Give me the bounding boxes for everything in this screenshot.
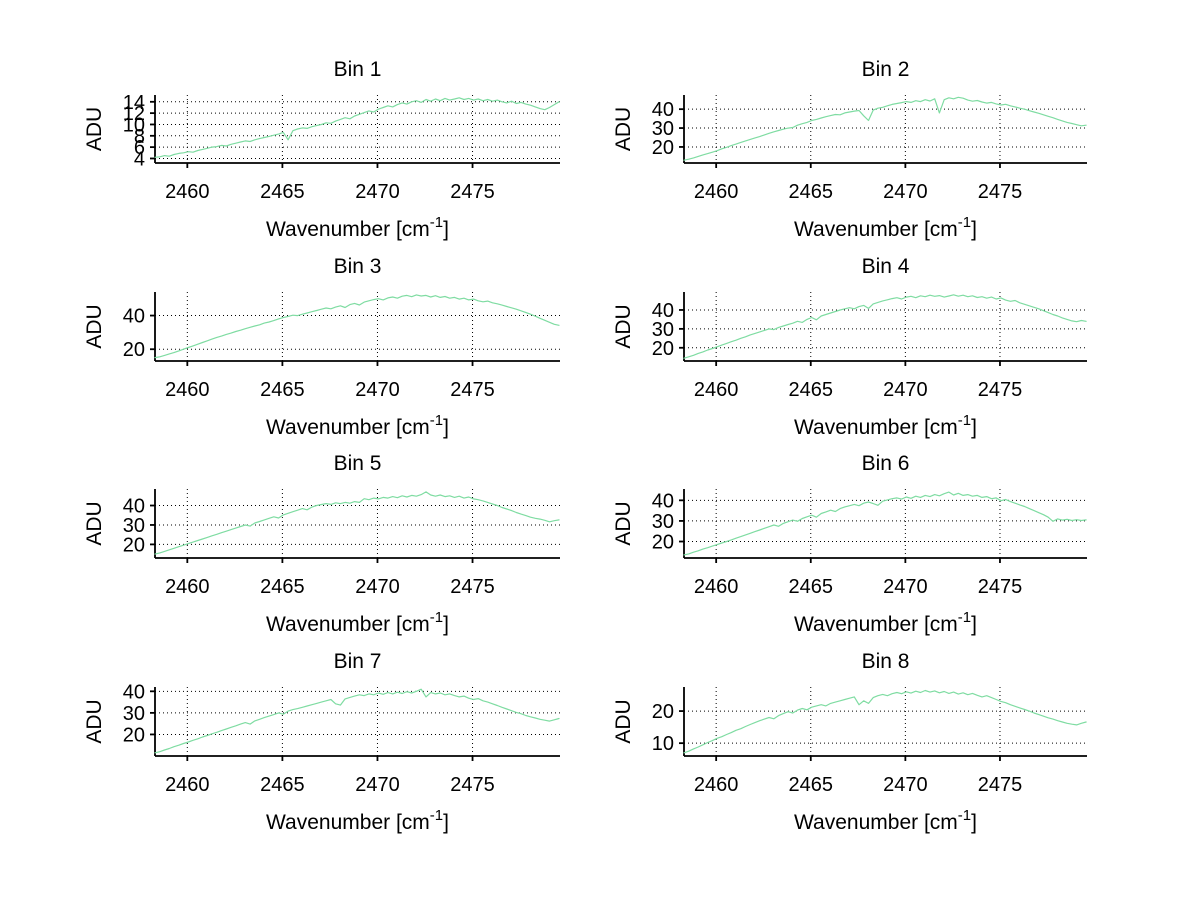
x-tick-label: 2465 [789,576,834,598]
y-tick-label: 14 [123,92,145,114]
x-tick-label: 2475 [978,774,1023,796]
x-tick-label: 2460 [165,181,210,203]
x-tick-label: 2470 [355,576,400,598]
y-tick-label: 30 [652,319,674,341]
y-axis-label: ADU [612,501,635,545]
y-tick-label: 6 [134,137,145,159]
subplot-title: Bin 7 [334,650,382,673]
x-axis-label: Wavenumber [cm-1] [794,609,977,636]
y-tick-label: 40 [652,300,674,322]
x-tick-label: 2465 [260,181,305,203]
y-tick-label: 20 [652,338,674,360]
y-axis-label: ADU [83,501,106,545]
y-tick-label: 20 [123,534,145,556]
x-axis-label: Wavenumber [cm-1] [794,214,977,241]
spectrum-trace [683,96,1087,161]
y-tick-label: 8 [134,126,145,148]
x-tick-label: 2460 [694,774,739,796]
y-tick-label: 30 [652,511,674,533]
x-tick-label: 2460 [694,181,739,203]
x-tick-label: 2475 [450,576,495,598]
y-tick-label: 20 [652,137,674,159]
spectrum-trace [154,491,560,555]
spectrum-trace [683,689,1087,754]
subplot-title: Bin 3 [334,255,382,278]
y-tick-label: 4 [134,148,145,170]
x-tick-label: 2470 [883,379,928,401]
subplot-title: Bin 1 [334,58,382,81]
x-axis-label: Wavenumber [cm-1] [794,412,977,439]
subplot-title: Bin 6 [862,452,910,475]
x-tick-label: 2475 [450,379,495,401]
x-tick-label: 2465 [260,774,305,796]
y-tick-label: 40 [123,306,145,328]
y-axis-label: ADU [83,304,106,348]
x-tick-label: 2460 [694,576,739,598]
x-axis-label: Wavenumber [cm-1] [266,214,449,241]
x-axis-label: Wavenumber [cm-1] [266,807,449,834]
y-tick-label: 20 [123,339,145,361]
x-tick-label: 2470 [883,774,928,796]
y-tick-label: 40 [652,490,674,512]
y-tick-label: 12 [123,103,145,125]
y-axis-label: ADU [83,699,106,743]
y-tick-label: 40 [652,99,674,121]
y-axis-label: ADU [612,107,635,151]
x-tick-label: 2475 [978,181,1023,203]
y-tick-label: 30 [123,515,145,537]
x-tick-label: 2460 [165,774,210,796]
y-tick-label: 20 [123,724,145,746]
x-tick-label: 2475 [978,576,1023,598]
x-tick-label: 2475 [450,181,495,203]
y-tick-label: 10 [652,733,674,755]
x-tick-label: 2465 [260,576,305,598]
y-tick-label: 40 [123,496,145,518]
y-tick-label: 10 [123,114,145,136]
y-axis-label: ADU [612,304,635,348]
spectrum-trace [683,294,1087,359]
x-tick-label: 2470 [883,576,928,598]
x-tick-label: 2470 [355,181,400,203]
subplot-title: Bin 8 [862,650,910,673]
spectrum-trace [154,688,560,754]
subplot-bin-3: Bin 3 20 40 2460 2465 2470 2475 ADU Wavenumber [… [83,255,560,439]
y-axis-label: ADU [612,699,635,743]
subplot-title: Bin 4 [862,255,910,278]
y-tick-label: 20 [652,701,674,723]
x-tick-label: 2475 [450,774,495,796]
x-tick-label: 2465 [789,181,834,203]
x-tick-label: 2460 [165,576,210,598]
x-axis-label: Wavenumber [cm-1] [266,609,449,636]
spectrum-trace [683,491,1087,556]
x-tick-label: 2465 [789,774,834,796]
x-axis-label: Wavenumber [cm-1] [794,807,977,834]
y-tick-label: 20 [652,532,674,554]
x-tick-label: 2470 [883,181,928,203]
x-tick-label: 2460 [694,379,739,401]
spectrum-trace [154,97,560,158]
y-tick-label: 30 [123,703,145,725]
subplot-title: Bin 5 [334,452,382,475]
spectrum-trace [154,294,560,359]
x-tick-label: 2460 [165,379,210,401]
x-axis-label: Wavenumber [cm-1] [266,412,449,439]
x-tick-label: 2465 [789,379,834,401]
subplot-title: Bin 2 [862,58,910,81]
y-tick-label: 30 [652,118,674,140]
subplot-bin-8: Bin 8 10 20 2460 2465 2470 2475 ADU Wavenumber [… [612,650,1087,834]
x-tick-label: 2475 [978,379,1023,401]
y-axis-label: ADU [83,107,106,151]
y-tick-label: 40 [123,681,145,703]
x-tick-label: 2465 [260,379,305,401]
x-tick-label: 2470 [355,379,400,401]
x-tick-label: 2470 [355,774,400,796]
